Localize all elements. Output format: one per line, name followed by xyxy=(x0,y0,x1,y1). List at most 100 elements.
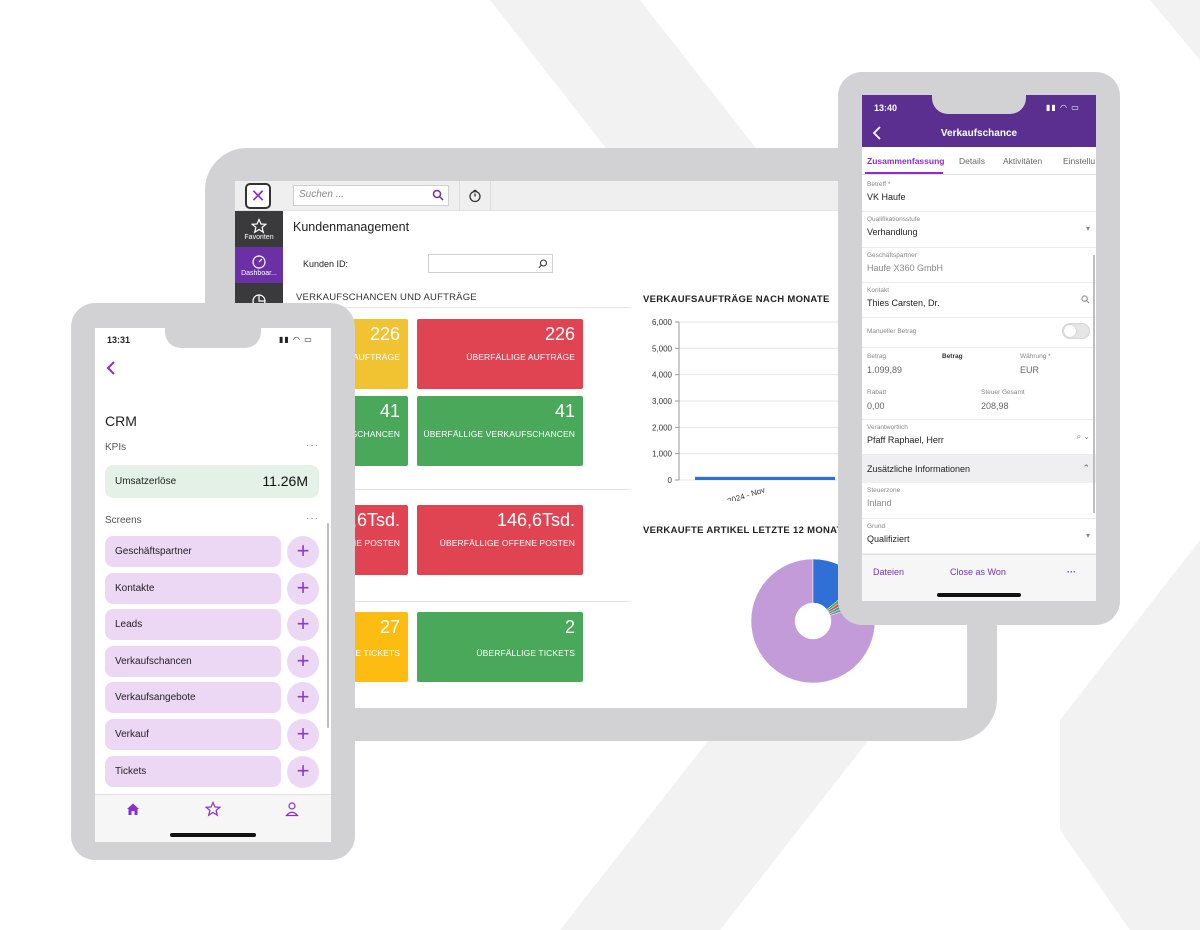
manual-amount-toggle[interactable] xyxy=(1062,323,1090,339)
page-title: Kundenmanagement xyxy=(293,220,410,234)
tab-summary[interactable]: Zusammenfassung xyxy=(867,156,945,166)
tab-bar: Zusammenfassung Details Aktivitäten Eins… xyxy=(862,147,1096,175)
field-value: 0,00 xyxy=(867,401,885,411)
amount-field-2: Betrag xyxy=(942,353,963,360)
sidebar-item-favorites[interactable]: Favoriten xyxy=(235,211,283,247)
donut-slice xyxy=(750,558,876,684)
kpi-value: 11.26M xyxy=(262,473,308,489)
field-label: Rabatt xyxy=(867,389,887,396)
phone-notch xyxy=(932,95,1026,114)
close-as-won-button[interactable]: Close as Won xyxy=(950,567,1006,577)
contact-field[interactable]: Kontakt Thies Carsten, Dr. xyxy=(862,283,1096,318)
search-icon[interactable] xyxy=(538,259,548,269)
screen-item-quotes[interactable]: Verkaufsangebote xyxy=(105,682,281,713)
field-value: EUR xyxy=(1020,365,1040,375)
screen-item-tickets[interactable]: Tickets xyxy=(105,756,281,787)
field-value: Verhandlung xyxy=(867,227,918,237)
sidebar-item-dashboard[interactable]: Dashboar... xyxy=(235,247,283,283)
kpi-label: Umsatzerlöse xyxy=(115,476,177,487)
add-opportunity-button[interactable]: + xyxy=(287,646,319,678)
screen-item-leads[interactable]: Leads xyxy=(105,609,281,640)
field-label: Betrag xyxy=(867,353,887,360)
phone-notch xyxy=(165,328,261,348)
footer-action-bar: Dateien Close as Won ··· xyxy=(862,554,1096,601)
field-label: Steuer Gesamt xyxy=(981,389,1025,396)
header-bar: 13:40 ▮▮ ◠ ▭ Verkaufschance xyxy=(862,95,1096,147)
kpi-label: OFFENE POSTEN xyxy=(326,538,400,548)
add-lead-button[interactable]: + xyxy=(287,609,319,641)
more-options-icon[interactable]: ··· xyxy=(306,513,319,524)
screen-item-business-partner[interactable]: Geschäftspartner xyxy=(105,536,281,567)
section-heading-chart: VERKAUFSAUFTRÄGE NACH MONATE xyxy=(643,294,830,305)
owner-field[interactable]: Verantwortlich Pfaff Raphael, Herr ⌕ ⌄ xyxy=(862,419,1096,455)
tab-details[interactable]: Details xyxy=(959,156,985,166)
dropdown-caret-icon[interactable]: ▾ xyxy=(1085,224,1090,233)
customer-id-label: Kunden ID: xyxy=(303,259,349,269)
add-ticket-button[interactable]: + xyxy=(287,756,319,788)
field-value: Qualifiziert xyxy=(867,534,910,544)
discount-field: Rabatt 0,00 xyxy=(867,389,886,411)
dropdown-caret-icon[interactable]: ▾ xyxy=(1085,531,1090,540)
search-icon[interactable] xyxy=(1081,295,1090,304)
search-input[interactable]: Suchen ... xyxy=(293,185,449,206)
scrollbar[interactable] xyxy=(1093,255,1095,513)
add-business-partner-button[interactable]: + xyxy=(287,536,319,568)
currency-field[interactable]: Währung * EUR xyxy=(1020,353,1051,375)
add-sale-button[interactable]: + xyxy=(287,719,319,751)
star-icon[interactable] xyxy=(205,801,221,817)
history-button[interactable] xyxy=(459,181,491,211)
chevron-up-icon[interactable]: ⌃ xyxy=(1082,463,1090,473)
qualification-dropdown[interactable]: Qualifikationsstufe Verhandlung ▾ xyxy=(862,212,1096,248)
divider xyxy=(296,307,631,308)
section-heading-kpis: KPIs xyxy=(105,442,127,453)
y-tick-label: 1,000 xyxy=(652,450,673,459)
kpi-value: 226 xyxy=(369,324,400,344)
add-contact-button[interactable]: + xyxy=(287,573,319,605)
add-quote-button[interactable]: + xyxy=(287,682,319,714)
kpi-tile-overdue-orders[interactable]: 226 ÜBERFÄLLIGE AUFTRÄGE xyxy=(417,319,583,389)
toggle-knob xyxy=(1064,325,1076,337)
more-options-icon[interactable]: ··· xyxy=(306,440,319,451)
section-heading-orders: VERKAUFSCHANCEN UND AUFTRÄGE xyxy=(296,292,477,303)
scrollbar[interactable] xyxy=(327,523,329,728)
y-tick-label: 6,000 xyxy=(652,318,673,327)
star-icon xyxy=(251,217,267,234)
dashboard-gauge-icon xyxy=(252,254,266,269)
more-actions-button[interactable]: ··· xyxy=(1067,567,1076,577)
home-icon[interactable] xyxy=(125,801,141,817)
app-logo[interactable]: ✕ xyxy=(245,183,271,209)
search-chevron-icon[interactable]: ⌕ ⌄ xyxy=(1076,432,1090,441)
field-value: 208,98 xyxy=(981,401,1009,411)
tab-settings[interactable]: Einstellu xyxy=(1063,156,1096,166)
screen-item-opportunities[interactable]: Verkaufschancen xyxy=(105,646,281,677)
customer-id-input[interactable] xyxy=(428,254,553,273)
kpi-value: 27 xyxy=(379,617,400,637)
section-title: Zusätzliche Informationen xyxy=(867,464,971,474)
kpi-tile-overdue-tickets[interactable]: 2 ÜBERFÄLLIGE TICKETS xyxy=(417,612,583,682)
section-heading-screens: Screens xyxy=(105,515,142,526)
field-label: Qualifikationsstufe xyxy=(867,216,921,223)
back-chevron-icon[interactable] xyxy=(105,360,119,376)
back-chevron-icon[interactable] xyxy=(872,126,882,140)
screen-item-contacts[interactable]: Kontakte xyxy=(105,573,281,604)
subject-field[interactable]: Betreff * VK Haufe xyxy=(862,177,1096,212)
field-value: VK Haufe xyxy=(867,192,906,202)
field-value: Pfaff Raphael, Herr xyxy=(867,435,944,445)
kpi-label: ÜBERFÄLLIGE AUFTRÄGE xyxy=(466,352,575,362)
kpi-tile-revenue[interactable]: Umsatzerlöse 11.26M xyxy=(105,465,319,498)
search-icon[interactable] xyxy=(432,189,444,201)
y-tick-label: 5,000 xyxy=(652,344,673,353)
kpi-tile-overdue-open-items[interactable]: 146,6Tsd. ÜBERFÄLLIGE OFFENE POSTEN xyxy=(417,505,583,575)
person-icon[interactable] xyxy=(284,801,300,817)
reason-dropdown[interactable]: Grund Qualifiziert ▾ xyxy=(862,519,1096,554)
tab-activities[interactable]: Aktivitäten xyxy=(1003,156,1043,166)
status-icons: ▮▮ ◠ ▭ xyxy=(1046,103,1080,112)
screen-item-sales[interactable]: Verkauf xyxy=(105,719,281,750)
files-button[interactable]: Dateien xyxy=(873,567,905,577)
divider xyxy=(296,489,631,490)
sidebar-item-label: Dashboar... xyxy=(241,269,277,277)
business-partner-field: Geschäftspartner Haufe X360 GmbH xyxy=(862,248,1096,283)
additional-info-section[interactable]: Zusätzliche Informationen ⌃ xyxy=(862,455,1096,483)
kpi-tile-overdue-opportunities[interactable]: 41 ÜBERFÄLLIGE VERKAUFSCHANCEN xyxy=(417,396,583,466)
